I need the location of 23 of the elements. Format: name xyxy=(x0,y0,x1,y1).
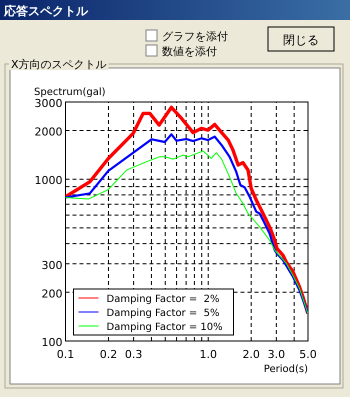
legend-label: Damping Factor = 5% xyxy=(106,308,220,319)
x-tick-label: 0.1 xyxy=(56,348,74,361)
x-tick-label: 2.0 xyxy=(242,348,260,361)
x-tick-label: 0.3 xyxy=(124,348,142,361)
text: 数値を添付 xyxy=(162,45,217,58)
text: 閉じる xyxy=(283,33,319,47)
x-tick-label: 0.2 xyxy=(100,348,118,361)
x-tick-label: 1.0 xyxy=(199,348,217,361)
legend-label: Damping Factor = 10% xyxy=(106,322,223,333)
y-tick-label: 300 xyxy=(42,258,62,272)
y-axis-title: Spectrum(gal) xyxy=(34,87,106,98)
x-tick-label: 3.0 xyxy=(268,348,286,361)
y-tick-label: 2000 xyxy=(34,125,62,138)
y-tick-label: 100 xyxy=(42,336,62,349)
x-axis-title: Period(s) xyxy=(264,364,308,375)
chart-title: X方向のスペクトル xyxy=(11,58,107,71)
y-tick-label: 200 xyxy=(42,287,62,300)
x-tick-label: 5.0 xyxy=(299,348,317,361)
y-tick-label: 1000 xyxy=(34,174,62,188)
y-tick-label: 3000 xyxy=(34,97,62,110)
text: グラフを添付 xyxy=(162,30,228,43)
legend-label: Damping Factor = 2% xyxy=(106,294,220,305)
text: 応答スペクトル xyxy=(3,4,89,18)
